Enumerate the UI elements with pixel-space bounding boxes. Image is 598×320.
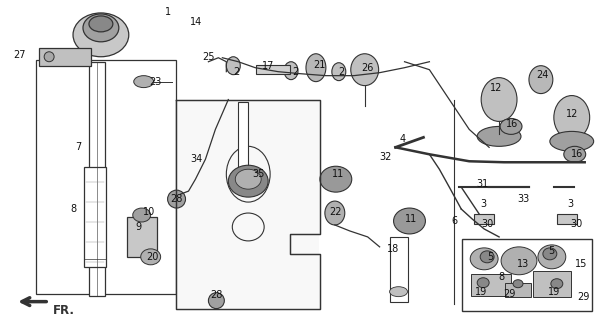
Ellipse shape: [513, 280, 523, 288]
Text: 16: 16: [570, 149, 583, 159]
Ellipse shape: [167, 190, 185, 208]
Bar: [238, 101, 248, 181]
Ellipse shape: [389, 287, 407, 297]
Text: 30: 30: [570, 219, 583, 229]
Bar: [557, 214, 576, 224]
Text: 11: 11: [332, 169, 344, 179]
Ellipse shape: [284, 62, 298, 80]
Text: 8: 8: [70, 204, 76, 214]
Ellipse shape: [133, 208, 151, 222]
Ellipse shape: [134, 76, 154, 88]
Text: 3: 3: [568, 199, 574, 209]
Ellipse shape: [500, 118, 522, 134]
Text: 34: 34: [190, 154, 203, 164]
Text: 2: 2: [292, 67, 298, 77]
Text: 23: 23: [150, 76, 162, 87]
Text: 10: 10: [142, 207, 155, 217]
Text: 4: 4: [399, 134, 405, 144]
Ellipse shape: [351, 54, 379, 86]
Text: 31: 31: [476, 179, 489, 189]
Text: 17: 17: [262, 61, 274, 71]
Text: 15: 15: [575, 259, 587, 269]
Text: 29: 29: [578, 292, 590, 302]
Text: 27: 27: [13, 50, 26, 60]
Bar: [89, 62, 105, 296]
Bar: [471, 274, 511, 296]
Text: 8: 8: [498, 272, 504, 282]
Ellipse shape: [209, 293, 224, 308]
Text: 13: 13: [517, 259, 529, 269]
Text: 19: 19: [548, 287, 560, 297]
Bar: [39, 48, 91, 66]
Ellipse shape: [554, 96, 590, 140]
Text: 12: 12: [490, 83, 502, 92]
Text: 19: 19: [475, 287, 487, 297]
Ellipse shape: [226, 57, 240, 75]
Bar: [36, 60, 176, 294]
Ellipse shape: [89, 16, 113, 32]
Text: 28: 28: [210, 290, 222, 300]
Text: 5: 5: [487, 252, 493, 262]
Text: 20: 20: [147, 252, 159, 262]
Bar: [84, 167, 106, 267]
Text: 1: 1: [164, 7, 170, 17]
Ellipse shape: [228, 165, 268, 197]
Ellipse shape: [393, 208, 425, 234]
Ellipse shape: [470, 248, 498, 270]
Ellipse shape: [477, 278, 489, 288]
Text: 30: 30: [481, 219, 493, 229]
Ellipse shape: [529, 66, 553, 93]
Text: 29: 29: [503, 289, 515, 299]
Text: 12: 12: [566, 109, 578, 119]
Text: 32: 32: [379, 152, 392, 162]
Ellipse shape: [538, 245, 566, 269]
Ellipse shape: [44, 52, 54, 62]
Ellipse shape: [564, 146, 585, 162]
Ellipse shape: [325, 201, 345, 225]
Text: 28: 28: [170, 194, 183, 204]
Text: 3: 3: [480, 199, 486, 209]
Text: FR.: FR.: [53, 304, 75, 316]
Text: 11: 11: [405, 214, 417, 224]
Text: 14: 14: [190, 17, 203, 27]
Ellipse shape: [306, 54, 326, 82]
Bar: [533, 271, 570, 297]
Ellipse shape: [550, 132, 594, 151]
Text: 33: 33: [517, 194, 529, 204]
Ellipse shape: [235, 169, 261, 189]
Text: 16: 16: [506, 119, 518, 129]
Bar: [127, 217, 157, 257]
Ellipse shape: [83, 14, 119, 42]
Ellipse shape: [501, 247, 537, 275]
Ellipse shape: [477, 126, 521, 146]
Ellipse shape: [141, 249, 161, 265]
Text: 26: 26: [362, 63, 374, 73]
Text: 9: 9: [136, 222, 142, 232]
Ellipse shape: [332, 63, 346, 81]
Text: 2: 2: [233, 67, 239, 77]
Text: 25: 25: [202, 52, 215, 62]
Ellipse shape: [320, 166, 352, 192]
Bar: [462, 239, 591, 311]
Bar: [474, 214, 494, 224]
Ellipse shape: [543, 248, 557, 260]
Text: 18: 18: [388, 244, 399, 254]
Bar: [505, 283, 531, 297]
Ellipse shape: [73, 13, 129, 57]
Text: 21: 21: [314, 60, 326, 70]
Ellipse shape: [480, 251, 494, 263]
Text: 6: 6: [451, 216, 457, 226]
Bar: [389, 237, 407, 302]
Text: 2: 2: [338, 67, 345, 77]
Text: 24: 24: [536, 70, 549, 80]
Text: 5: 5: [548, 246, 554, 256]
Ellipse shape: [481, 78, 517, 122]
Ellipse shape: [551, 279, 563, 289]
Bar: [256, 65, 290, 74]
Text: 22: 22: [329, 207, 342, 217]
FancyBboxPatch shape: [176, 100, 319, 308]
Text: 7: 7: [75, 142, 81, 152]
Text: 35: 35: [252, 169, 264, 179]
